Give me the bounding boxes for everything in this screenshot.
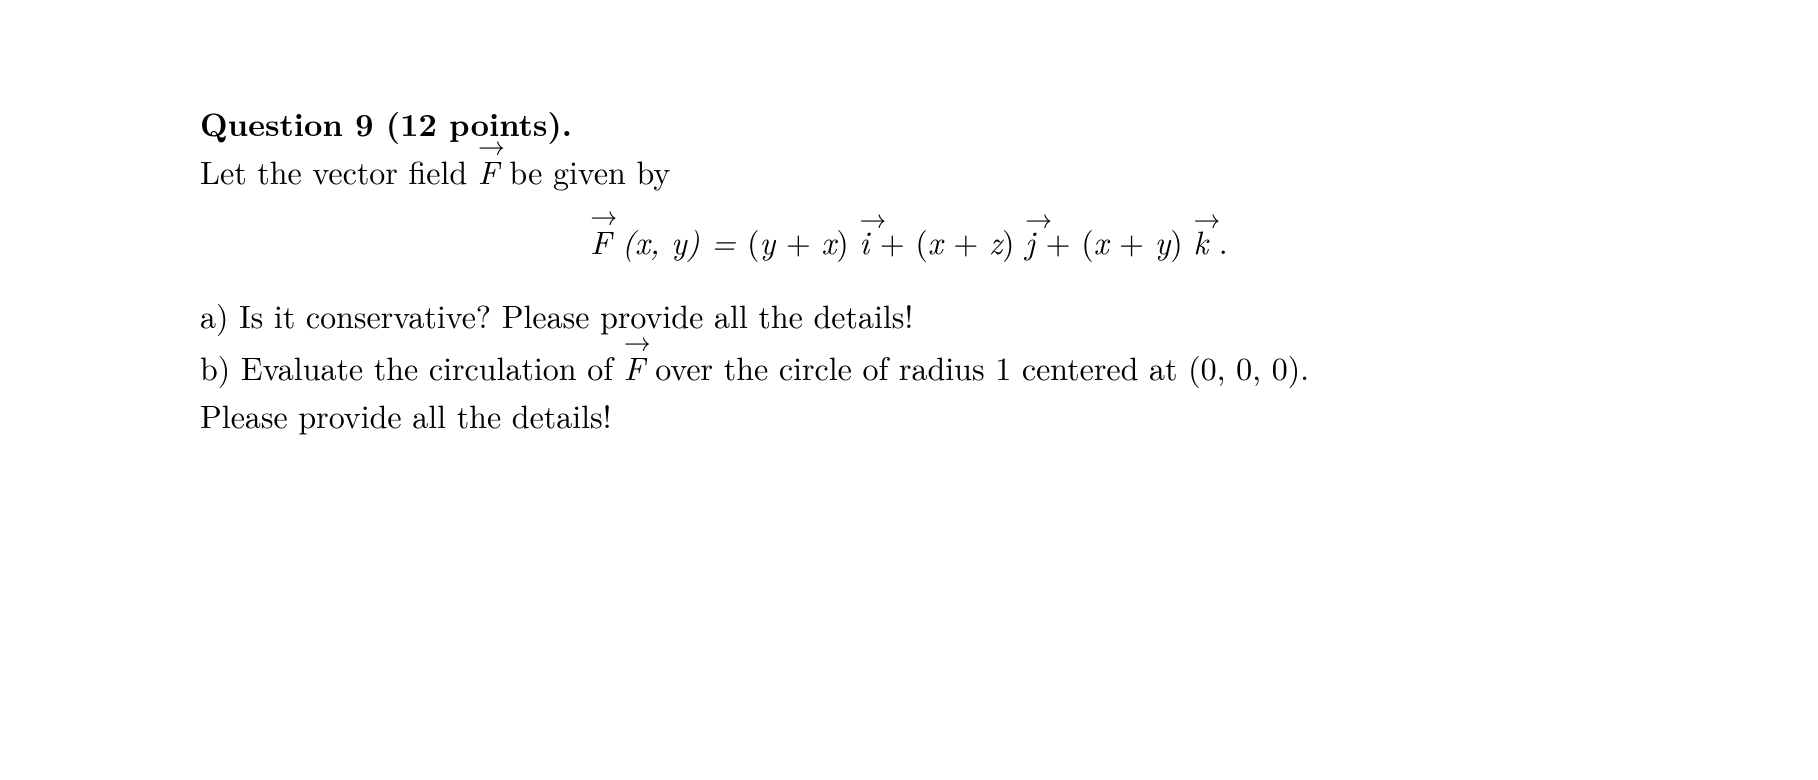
question-title-line: Question 9 (12 points). (200, 100, 1618, 148)
equation-vector-F: → F (590, 218, 611, 266)
arrow-icon: → (590, 200, 611, 227)
part-b-line1: b) Evaluate the circulation of → F over … (200, 344, 1618, 392)
term3-plus: + (1109, 219, 1155, 264)
unit-vector-k: → k (1193, 218, 1208, 266)
arrow-icon: → (859, 203, 869, 230)
equation-block: → F (x, y) = (y + x) → i + (x + z) → j +… (200, 218, 1618, 266)
question-title: Question 9 (12 points). (200, 101, 572, 146)
term1-open: ( (747, 219, 759, 264)
arrow-icon: → (1025, 203, 1035, 230)
term1-plus: + (775, 219, 821, 264)
intro-prefix: Let the vector field (200, 149, 478, 194)
unit-vector-j: → j (1025, 218, 1035, 266)
part-b-suffix: over the circle of radius 1 centered at … (655, 345, 1309, 390)
question-intro: Let the vector field → F be given by (200, 148, 1618, 196)
part-b-prefix: b) Evaluate the circulation of (200, 345, 624, 390)
term1-b: x (821, 219, 836, 264)
unit-vector-i: → i (859, 218, 869, 266)
term3-a: x (1094, 219, 1109, 264)
part-a: a) Is it conservative? Please provide al… (200, 292, 1618, 340)
question-page: Question 9 (12 points). Let the vector f… (0, 0, 1818, 440)
vector-F-symbol: → F (478, 148, 499, 196)
term1-a: y (760, 219, 776, 264)
intro-suffix: be given by (509, 149, 670, 194)
plus-1: + ( (880, 219, 928, 264)
term2-b: z (989, 219, 1002, 264)
term2-close: ) (1002, 219, 1025, 264)
arrow-icon: → (1193, 203, 1208, 230)
term2-a: x (928, 219, 943, 264)
arrow-icon: → (624, 326, 645, 353)
part-b-vector-F: → F (624, 344, 645, 392)
term3-b: y (1155, 219, 1171, 264)
equation-period: . (1219, 219, 1228, 264)
equation-lhs-args: (x, y) = (622, 219, 747, 264)
term3-close: ) (1170, 219, 1193, 264)
term1-close: ) (836, 219, 859, 264)
part-b-line2: Please provide all the details! (200, 392, 1618, 440)
plus-2: + ( (1046, 219, 1094, 264)
term2-plus: + (943, 219, 989, 264)
arrow-icon: → (478, 130, 499, 157)
